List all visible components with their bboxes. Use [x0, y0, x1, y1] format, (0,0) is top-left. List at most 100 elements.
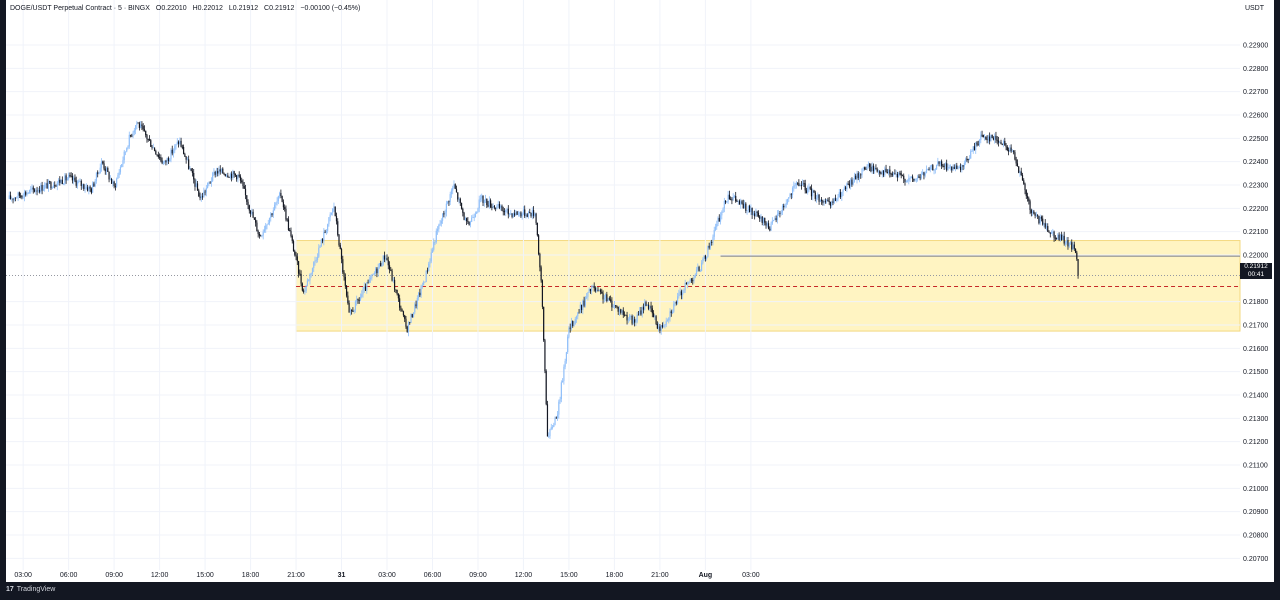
candle-body: [194, 179, 196, 187]
candle-body: [761, 216, 763, 223]
candle-body: [775, 218, 777, 221]
candle-body: [142, 126, 144, 130]
candle-body: [386, 258, 388, 261]
candle-body: [42, 189, 44, 191]
candle-body: [338, 234, 340, 246]
candle-body: [845, 187, 847, 190]
candle-body: [348, 302, 350, 313]
candle-body: [347, 295, 349, 303]
candle-body: [334, 206, 336, 217]
candle-body: [995, 135, 997, 140]
candle-body: [1015, 159, 1017, 164]
candle-body: [928, 169, 930, 171]
price-axis[interactable]: [1240, 0, 1274, 582]
candle-body: [567, 336, 569, 353]
candle-body: [765, 222, 767, 226]
candle-body: [50, 182, 52, 189]
candle-body: [190, 168, 192, 171]
candle-body: [983, 137, 986, 138]
candle-body: [923, 172, 925, 176]
candle-body: [462, 208, 464, 213]
candlestick-chart[interactable]: 0.22900 0.22800 0.22700 0.22600 0.22500 0.224…: [0, 0, 1280, 582]
candle-body: [903, 175, 905, 179]
candle-body: [706, 256, 708, 259]
candle-body: [948, 167, 950, 168]
candle-body: [492, 206, 494, 208]
candle-body: [449, 194, 451, 203]
candle-body: [737, 200, 739, 202]
candle-body: [57, 179, 60, 183]
candle-body: [40, 184, 42, 192]
candle-body: [795, 182, 797, 186]
candle-body: [359, 296, 362, 301]
candle-body: [404, 315, 406, 319]
candle-body: [345, 285, 348, 296]
candle-body: [512, 213, 514, 217]
candle-body: [88, 186, 90, 191]
candle-body: [532, 210, 535, 216]
candle-body: [16, 197, 18, 199]
candle-body: [591, 287, 593, 292]
candle-body: [46, 183, 48, 189]
candle-body: [954, 165, 957, 170]
candle-body: [536, 222, 538, 236]
candle-body: [184, 154, 186, 157]
candle-body: [179, 140, 181, 144]
candle-body: [812, 190, 814, 197]
candle-body: [79, 181, 81, 182]
candle-body: [879, 171, 881, 174]
candle-body: [97, 172, 99, 174]
y-tick-label: 0.22500: [1243, 136, 1268, 143]
candle-body: [85, 187, 87, 189]
candle-body: [563, 366, 565, 381]
candle-body: [224, 174, 226, 177]
candle-body: [124, 151, 127, 153]
candle-body: [598, 289, 600, 291]
candle-body: [788, 197, 790, 199]
symbol-legend: DOGE/USDT Perpetual Contract · 5 · BINGX…: [10, 5, 364, 12]
tradingview-logo[interactable]: 17 TradingView: [6, 586, 55, 593]
candle-body: [373, 273, 375, 275]
candle-body: [95, 172, 98, 181]
candle-body: [340, 248, 343, 260]
x-tick-label: 09:00: [105, 572, 123, 579]
candle-body: [1031, 211, 1034, 213]
candle-layer: [8, 120, 1079, 439]
candle-body: [1068, 242, 1070, 247]
candle-body: [736, 201, 738, 202]
y-tick-label: 0.21200: [1243, 439, 1268, 446]
symbol-name[interactable]: DOGE/USDT Perpetual Contract · 5 · BINGX: [10, 5, 150, 12]
candle-body: [311, 268, 314, 274]
candle-body: [779, 212, 781, 214]
candle-body: [651, 308, 653, 314]
x-tick-label: 06:00: [60, 572, 78, 579]
candle-body: [549, 429, 551, 437]
candle-body: [989, 136, 991, 142]
candle-body: [612, 307, 614, 308]
candle-body: [93, 183, 95, 187]
x-tick-label: 21:00: [287, 572, 305, 579]
candle-body: [98, 173, 100, 175]
candle-body: [83, 184, 85, 189]
candle-body: [642, 307, 645, 310]
candle-body: [843, 187, 845, 190]
candle-body: [785, 203, 787, 205]
candle-body: [833, 198, 835, 203]
candle-body: [233, 171, 235, 175]
currency-label[interactable]: USDT: [1244, 5, 1264, 12]
legend-open: O0.22010: [155, 5, 187, 12]
candle-body: [794, 185, 796, 186]
candle-body: [143, 129, 146, 131]
candle-body: [116, 178, 118, 187]
candle-body: [1039, 217, 1041, 224]
candle-body: [793, 185, 795, 188]
candle-body: [271, 213, 273, 215]
candle-body: [517, 213, 520, 215]
candle-body: [747, 206, 749, 211]
candle-body: [568, 327, 570, 337]
candle-body: [524, 209, 526, 217]
candle-body: [992, 138, 995, 140]
candle-body: [947, 167, 949, 171]
candle-body: [700, 262, 703, 271]
candle-body: [229, 173, 231, 178]
